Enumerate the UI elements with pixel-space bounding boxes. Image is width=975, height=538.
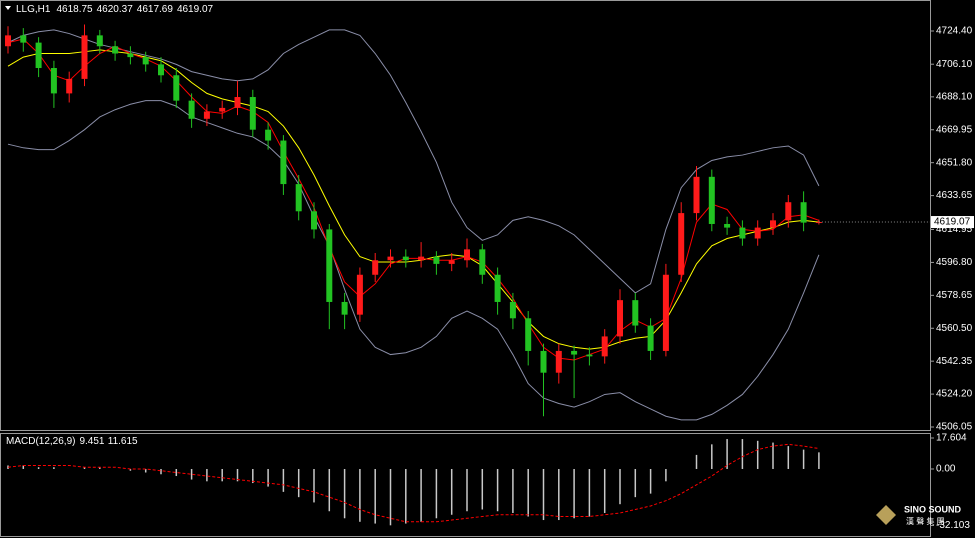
candle-body bbox=[754, 227, 761, 239]
candle-body bbox=[632, 300, 639, 326]
candle-body bbox=[356, 274, 363, 315]
y-tick-label: 4542.35 bbox=[936, 356, 973, 367]
y-tick-label: 4596.80 bbox=[936, 257, 973, 268]
logo-subtitle: 漢 聲 集 團 bbox=[906, 516, 945, 526]
candle-body bbox=[112, 46, 119, 54]
candle-body bbox=[372, 260, 379, 275]
header: LLG,H1 4618.75 4620.37 4617.69 4619.07 bbox=[16, 4, 214, 15]
y-tick-label: 4651.80 bbox=[936, 157, 973, 168]
y-tick-label: 4506.05 bbox=[936, 422, 973, 433]
candle-body bbox=[693, 176, 700, 214]
indicator-line bbox=[7, 29, 820, 294]
candle-body bbox=[724, 223, 731, 228]
candle-body bbox=[800, 202, 807, 223]
y-tick-label: 4560.50 bbox=[936, 323, 973, 334]
candle-body bbox=[494, 274, 501, 302]
candle-body bbox=[662, 274, 669, 351]
close: 4619.07 bbox=[177, 4, 214, 15]
candle-body bbox=[540, 350, 547, 373]
candle-body bbox=[326, 229, 333, 302]
indicator-line bbox=[7, 49, 819, 350]
y-tick-label: 4669.95 bbox=[936, 124, 973, 135]
candle-body bbox=[464, 249, 470, 261]
candle-body bbox=[249, 97, 256, 130]
candle-body bbox=[739, 227, 746, 239]
y-tick-label: 4688.10 bbox=[936, 91, 973, 102]
candle-body bbox=[81, 35, 88, 79]
high: 4620.37 bbox=[97, 4, 134, 15]
candle-body bbox=[448, 260, 455, 264]
y-tick-label: -32.103 bbox=[936, 520, 970, 531]
candle-body bbox=[5, 35, 11, 47]
candle-body bbox=[20, 35, 27, 43]
menu-arrow[interactable] bbox=[5, 6, 11, 10]
candle-body bbox=[647, 325, 654, 351]
candle-body bbox=[785, 202, 792, 221]
macd-panel bbox=[0, 433, 931, 537]
candle-body bbox=[35, 42, 42, 69]
candle-body bbox=[295, 184, 302, 212]
candle-body bbox=[387, 256, 394, 261]
candle-body bbox=[770, 220, 776, 228]
candle-body bbox=[280, 140, 287, 185]
y-tick-label: 4578.65 bbox=[936, 290, 973, 301]
candle-body bbox=[234, 97, 241, 108]
candle-body bbox=[586, 354, 593, 357]
candle-body bbox=[66, 78, 73, 94]
logo-icon bbox=[876, 505, 896, 525]
candle-body bbox=[158, 64, 164, 76]
y-tick-label: 4706.10 bbox=[936, 59, 973, 70]
candle-body bbox=[203, 111, 210, 119]
candle-body bbox=[188, 100, 195, 119]
candle-body bbox=[479, 249, 486, 275]
candle-body bbox=[311, 211, 317, 230]
macd-title: MACD(12,26,9) bbox=[6, 436, 75, 447]
macd-header: MACD(12,26,9) 9.451 11.615 bbox=[6, 436, 138, 447]
y-tick-label: 4724.40 bbox=[936, 26, 973, 37]
candle-body bbox=[678, 213, 685, 275]
y-tick-label: 4524.20 bbox=[936, 389, 973, 400]
candle-body bbox=[402, 256, 409, 261]
candle-body bbox=[127, 53, 134, 58]
signal-value: 11.615 bbox=[108, 436, 138, 447]
candle-body bbox=[50, 68, 57, 94]
candle-body bbox=[617, 300, 623, 337]
candle-body bbox=[173, 75, 180, 101]
y-tick-label: 4614.95 bbox=[936, 224, 973, 235]
candle-body bbox=[433, 256, 440, 264]
candle-body bbox=[571, 350, 578, 355]
logo-text: SINO SOUND bbox=[904, 504, 962, 514]
symbol: LLG,H1 bbox=[16, 4, 51, 15]
open: 4618.75 bbox=[56, 4, 93, 15]
y-tick-label: 17.604 bbox=[936, 433, 967, 444]
candle-body bbox=[555, 350, 562, 373]
candle-body bbox=[708, 176, 715, 224]
candle-body bbox=[525, 318, 532, 351]
signal-line bbox=[7, 443, 819, 523]
y-tick-label: 4633.65 bbox=[936, 190, 973, 201]
candle-body bbox=[219, 107, 226, 112]
main-panel bbox=[0, 0, 931, 431]
low: 4617.69 bbox=[137, 4, 174, 15]
candle-body bbox=[418, 256, 425, 261]
candle-body bbox=[341, 301, 348, 315]
candle-body bbox=[265, 129, 272, 141]
indicator-line bbox=[7, 100, 820, 421]
y-tick-label: 0.00 bbox=[936, 464, 956, 475]
logo: SINO SOUND 漢 聲 集 團 bbox=[876, 504, 962, 526]
macd-value: 9.451 bbox=[79, 436, 104, 447]
current-price: 4619.07 bbox=[934, 217, 971, 228]
candle-body bbox=[96, 35, 103, 47]
candle-body bbox=[509, 301, 516, 319]
candle-body bbox=[601, 336, 608, 357]
price-box bbox=[931, 216, 974, 229]
candle-body bbox=[142, 57, 149, 65]
